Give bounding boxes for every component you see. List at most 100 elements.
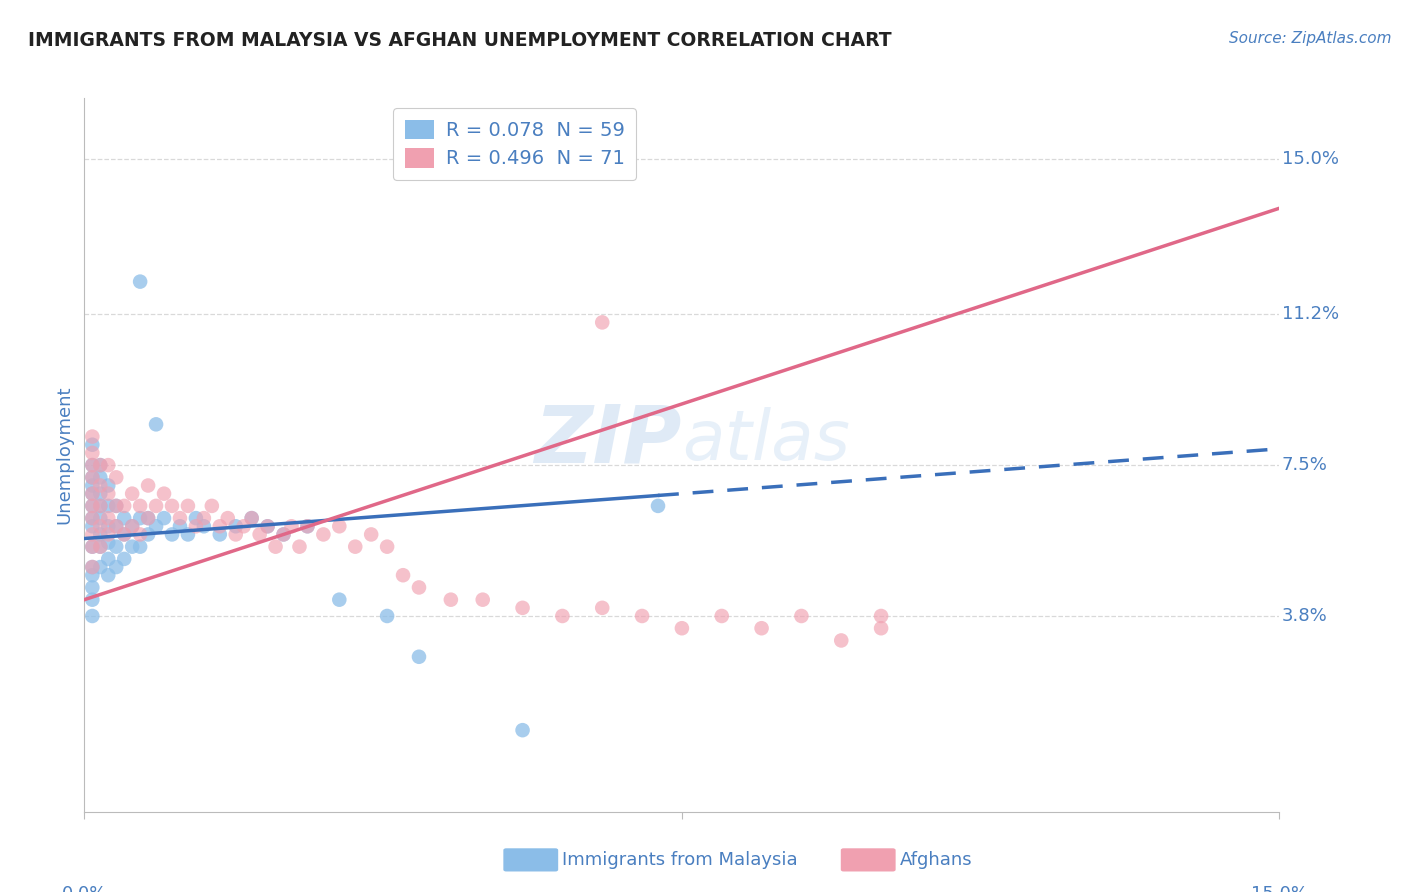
Point [97,552,120,566]
Point [512,723,534,738]
Point [129,511,152,525]
Point [312,527,335,541]
Point [112,527,135,541]
Text: Afghans: Afghans [900,851,973,869]
Point [82,609,104,624]
Point [591,315,613,329]
Text: 15.0%: 15.0% [1251,885,1308,892]
Point [177,527,200,541]
Point [360,527,382,541]
Point [136,478,159,492]
Point [89,519,111,533]
Point [870,621,893,635]
Point [82,540,104,554]
Point [89,511,111,525]
Text: IMMIGRANTS FROM MALAYSIA VS AFGHAN UNEMPLOYMENT CORRELATION CHART: IMMIGRANTS FROM MALAYSIA VS AFGHAN UNEMP… [28,31,891,50]
Point [97,478,120,492]
Point [240,511,263,525]
Text: 0.0%: 0.0% [62,885,107,892]
Text: Source: ZipAtlas.com: Source: ZipAtlas.com [1229,31,1392,46]
Point [201,499,224,513]
Point [671,621,693,635]
Point [375,609,398,624]
Point [551,609,574,624]
Point [328,519,350,533]
Point [89,499,111,513]
Point [82,568,104,582]
Point [82,581,104,595]
Point [751,621,773,635]
Point [273,527,295,541]
Point [97,568,120,582]
Point [256,519,278,533]
Point [169,519,191,533]
Point [82,470,104,484]
Point [208,519,231,533]
Point [225,519,247,533]
Point [82,438,104,452]
Point [249,527,271,541]
Point [129,540,152,554]
Point [89,478,111,492]
Point [82,592,104,607]
Point [112,552,135,566]
Point [153,486,176,500]
Point [105,519,128,533]
Point [208,527,231,541]
Point [82,458,104,472]
Point [89,540,111,554]
Point [105,499,128,513]
Point [97,519,120,533]
Text: Immigrants from Malaysia: Immigrants from Malaysia [562,851,799,869]
Point [160,499,183,513]
Point [82,446,104,460]
Point [256,519,278,533]
Point [89,458,111,472]
Text: 15.0%: 15.0% [1282,150,1339,169]
Point [297,519,319,533]
Point [97,527,120,541]
Point [145,519,167,533]
Point [177,499,200,513]
Point [112,527,135,541]
Point [392,568,415,582]
Point [344,540,367,554]
Point [82,486,104,500]
Point [375,540,398,554]
Point [631,609,654,624]
Point [105,499,128,513]
Point [184,519,207,533]
Point [82,499,104,513]
Point [870,609,893,624]
Point [89,486,111,500]
Point [217,511,239,525]
Point [240,511,263,525]
Point [328,592,350,607]
Point [121,519,143,533]
Point [297,519,319,533]
Point [193,511,215,525]
Text: 3.8%: 3.8% [1282,607,1327,625]
Point [153,511,176,525]
Point [82,560,104,574]
Point [82,511,104,525]
Point [232,519,254,533]
Point [830,633,852,648]
Point [145,499,167,513]
Point [591,600,613,615]
Point [82,560,104,574]
Point [273,527,295,541]
Point [105,519,128,533]
Point [169,511,191,525]
Point [82,429,104,443]
Point [97,486,120,500]
Point [82,519,104,533]
Point [136,511,159,525]
Point [408,581,430,595]
Point [112,511,135,525]
Point [89,540,111,554]
Point [82,527,104,541]
Point [184,511,207,525]
Legend: R = 0.078  N = 59, R = 0.496  N = 71: R = 0.078 N = 59, R = 0.496 N = 71 [394,108,636,180]
Point [82,470,104,484]
